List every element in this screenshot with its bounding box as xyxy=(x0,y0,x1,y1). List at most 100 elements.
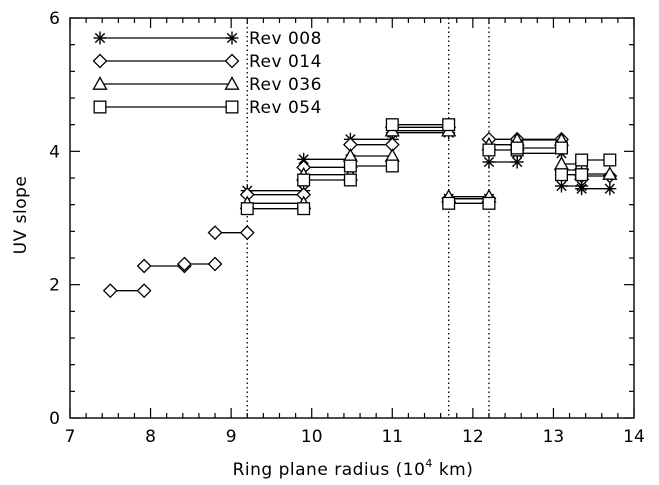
legend-entry: Rev 054 xyxy=(93,98,322,118)
asterisk-stroke xyxy=(604,183,616,194)
square-shape xyxy=(343,173,357,187)
square-shape xyxy=(554,141,568,155)
diamond-marker xyxy=(207,256,223,272)
triangle-marker xyxy=(92,76,108,90)
triangle-shape xyxy=(602,166,618,180)
x-axis: 7 8 9 10 11 12 13 14 xyxy=(65,18,645,447)
square-marker xyxy=(482,196,496,210)
legend-label: Rev 054 xyxy=(249,98,322,118)
diamond-marker xyxy=(239,225,255,241)
x-tick-label: 10 xyxy=(301,427,323,447)
asterisk-stroke xyxy=(576,183,587,194)
diamond-shape xyxy=(176,256,192,272)
square-marker xyxy=(554,141,568,155)
y-tick-label: 0 xyxy=(49,409,60,429)
asterisk-stroke xyxy=(556,180,567,192)
square-shape xyxy=(240,202,254,216)
triangle-shape xyxy=(92,76,108,90)
diamond-marker xyxy=(102,283,118,299)
diamond-marker xyxy=(176,256,192,272)
square-marker xyxy=(603,153,617,167)
triangle-marker xyxy=(602,166,618,180)
square-marker xyxy=(482,143,496,157)
square-marker xyxy=(343,173,357,187)
y-axis: 0 2 4 6 xyxy=(49,9,634,429)
square-marker xyxy=(297,202,311,216)
x-tick-label: 9 xyxy=(226,427,237,447)
square-marker xyxy=(554,168,568,182)
square-marker xyxy=(385,159,399,173)
series-layer xyxy=(102,118,618,299)
asterisk-stroke xyxy=(226,32,238,44)
square-shape xyxy=(603,153,617,167)
reference-lines xyxy=(246,18,490,418)
series-rev-036 xyxy=(239,122,618,210)
diamond-marker xyxy=(136,258,152,274)
diamond-marker xyxy=(207,225,223,241)
square-shape xyxy=(385,159,399,173)
legend-entry: Rev 036 xyxy=(92,75,321,95)
asterisk-stroke xyxy=(298,154,309,165)
diamond-shape xyxy=(136,283,152,299)
asterisk-marker xyxy=(93,31,107,45)
triangle-shape xyxy=(224,76,240,90)
square-shape xyxy=(93,100,107,114)
y-axis-title: UV slope xyxy=(11,176,31,255)
diamond-marker xyxy=(136,283,152,299)
diamond-shape xyxy=(207,256,223,272)
y-tick-label: 2 xyxy=(49,276,60,296)
square-shape xyxy=(343,159,357,173)
legend-entry: Rev 014 xyxy=(92,52,322,72)
x-tick-label: 11 xyxy=(381,427,403,447)
x-tick-label: 7 xyxy=(65,427,76,447)
square-marker xyxy=(575,153,589,167)
square-shape xyxy=(297,202,311,216)
square-marker xyxy=(442,196,456,210)
triangle-marker xyxy=(224,76,240,90)
square-shape xyxy=(442,196,456,210)
x-tick-label: 13 xyxy=(543,427,565,447)
asterisk-stroke xyxy=(483,156,495,168)
diamond-shape xyxy=(92,53,108,69)
legend-label: Rev 014 xyxy=(249,52,322,72)
x-tick-label: 14 xyxy=(623,427,645,447)
series-rev-054 xyxy=(240,118,617,216)
legend-entry: Rev 008 xyxy=(93,29,322,49)
diamond-shape xyxy=(102,283,118,299)
asterisk-marker xyxy=(575,182,589,196)
x-tick-label: 12 xyxy=(462,427,484,447)
square-shape xyxy=(575,168,589,182)
asterisk-marker xyxy=(603,182,617,196)
square-shape xyxy=(385,118,399,132)
asterisk-marker xyxy=(554,179,568,193)
legend-label: Rev 008 xyxy=(249,29,322,49)
square-marker xyxy=(93,100,107,114)
square-shape xyxy=(482,143,496,157)
asterisk-marker xyxy=(225,31,239,45)
square-marker xyxy=(225,100,239,114)
square-shape xyxy=(442,118,456,132)
square-marker xyxy=(385,118,399,132)
plot-border xyxy=(69,17,635,419)
square-shape xyxy=(482,196,496,210)
legend: Rev 008 Rev 014 Rev 036 Rev 054 xyxy=(92,29,322,118)
square-shape xyxy=(297,173,311,187)
square-marker xyxy=(442,118,456,132)
diamond-shape xyxy=(207,225,223,241)
y-tick-label: 6 xyxy=(49,9,60,29)
x-axis-title: Ring plane radius (104 km) xyxy=(233,457,474,480)
asterisk-stroke xyxy=(511,156,523,168)
series-rev-014 xyxy=(102,119,618,299)
square-shape xyxy=(575,153,589,167)
square-marker xyxy=(297,173,311,187)
square-marker xyxy=(343,159,357,173)
square-marker xyxy=(510,141,524,155)
diamond-marker xyxy=(224,53,240,69)
x-tick-label: 8 xyxy=(145,427,156,447)
square-shape xyxy=(510,141,524,155)
y-tick-label: 4 xyxy=(49,142,60,162)
square-shape xyxy=(225,100,239,114)
diamond-marker xyxy=(92,53,108,69)
square-marker xyxy=(240,202,254,216)
